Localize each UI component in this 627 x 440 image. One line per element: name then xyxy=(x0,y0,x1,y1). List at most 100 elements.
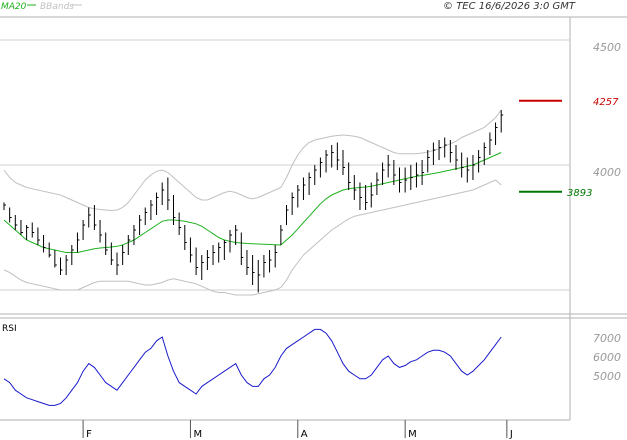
x-axis-label: M xyxy=(193,429,202,440)
price-bar xyxy=(291,192,295,215)
price-bar xyxy=(466,157,470,183)
resistance-label: 4257 xyxy=(593,97,619,108)
price-bar xyxy=(9,207,12,223)
levels-layer: 4257 3893 xyxy=(519,97,619,199)
ma20-line xyxy=(3,152,502,253)
rsi-tick-50: 5000 xyxy=(593,370,621,383)
price-bar xyxy=(189,237,193,263)
price-bar xyxy=(37,227,40,245)
price-bar xyxy=(302,177,306,200)
price-bar xyxy=(353,175,357,200)
price-bar xyxy=(280,225,283,245)
price-bar xyxy=(269,250,272,273)
price-bar xyxy=(218,242,221,263)
price-bar xyxy=(167,177,170,210)
copyright-text: © TEC 16/6/2026 3:0 GMT xyxy=(443,1,576,12)
price-bar xyxy=(178,212,182,235)
bbands-upper-line xyxy=(3,109,502,212)
price-bar xyxy=(461,152,464,178)
price-bar xyxy=(99,220,103,243)
price-bar xyxy=(478,150,481,173)
price-bar xyxy=(43,235,46,253)
price-bar xyxy=(82,220,86,240)
price-tick-4500: 4500 xyxy=(593,41,621,54)
price-bar xyxy=(48,242,52,258)
price-bar xyxy=(370,182,374,208)
ma20-legend-label: MA20 xyxy=(1,2,27,12)
x-axis-label: M xyxy=(408,429,417,440)
price-tick-4000: 4000 xyxy=(593,166,621,179)
x-axis-label: A xyxy=(301,429,308,440)
price-bar xyxy=(399,167,402,193)
x-axis-label: J xyxy=(509,429,513,440)
price-bar xyxy=(274,245,278,268)
price-bar xyxy=(427,150,430,173)
price-bar xyxy=(495,122,498,145)
price-bar xyxy=(122,245,125,265)
price-bar xyxy=(54,250,57,268)
price-bar xyxy=(139,215,142,235)
price-bar xyxy=(20,220,23,235)
price-bar xyxy=(393,160,396,185)
price-bar xyxy=(455,145,458,170)
price-bar xyxy=(150,200,153,220)
price-bar xyxy=(472,155,475,180)
price-bar xyxy=(308,172,312,195)
price-bar xyxy=(257,260,261,293)
price-bar xyxy=(297,185,300,208)
x-axis-label: F xyxy=(86,429,92,440)
price-bar xyxy=(382,162,385,185)
price-bar xyxy=(240,232,244,265)
price-bar xyxy=(206,250,210,270)
price-bar xyxy=(235,225,238,245)
price-bars-layer xyxy=(3,110,504,293)
price-bar xyxy=(76,232,80,253)
price-bar xyxy=(342,150,345,175)
rsi-tick-60: 6000 xyxy=(593,351,621,364)
bbands-layer xyxy=(3,109,502,296)
price-bar xyxy=(201,255,204,280)
price-bar xyxy=(336,142,340,170)
price-bar xyxy=(26,225,29,240)
price-bar xyxy=(71,245,74,265)
price-bar xyxy=(144,207,148,225)
price-bar xyxy=(223,240,227,260)
ma20-layer xyxy=(3,152,502,253)
rsi-tick-70: 7000 xyxy=(593,332,621,345)
price-bar xyxy=(127,235,131,255)
price-bar xyxy=(359,182,362,210)
price-bar xyxy=(489,132,492,155)
price-bar xyxy=(65,255,69,275)
price-bar xyxy=(3,202,6,210)
price-bar xyxy=(252,255,255,285)
price-bar xyxy=(432,142,436,165)
price-bar xyxy=(195,247,199,275)
price-bar xyxy=(263,255,266,278)
price-bar xyxy=(444,137,447,158)
price-bar xyxy=(421,160,425,185)
price-bar xyxy=(376,172,379,195)
price-bar xyxy=(387,155,391,178)
price-bar xyxy=(60,257,63,275)
rsi-layer xyxy=(3,328,502,406)
price-bar xyxy=(93,205,97,230)
price-bar xyxy=(116,252,119,275)
price-bar xyxy=(319,157,323,178)
rsi-label: RSI xyxy=(2,324,17,334)
price-bar xyxy=(173,195,176,225)
price-bar xyxy=(105,232,108,255)
price-bar xyxy=(404,167,408,193)
bbands-lower-line xyxy=(3,179,502,296)
price-bar xyxy=(110,242,114,265)
bbands-legend-label: BBands xyxy=(40,2,74,12)
price-bar xyxy=(156,192,159,215)
price-bar xyxy=(314,165,317,185)
price-bar xyxy=(246,250,249,275)
price-bar xyxy=(184,225,187,250)
price-bar xyxy=(325,150,329,173)
price-bar xyxy=(500,110,504,133)
price-bar xyxy=(161,182,165,205)
